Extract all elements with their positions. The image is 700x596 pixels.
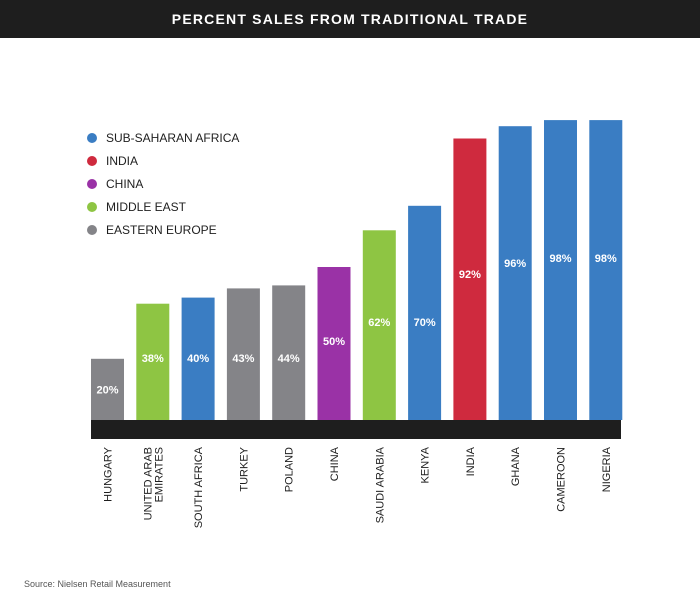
x-tick-label-turkey: TURKEY — [238, 446, 250, 491]
legend-label-china: CHINA — [106, 177, 143, 191]
x-tick-label-cameroon: CAMEROON — [556, 447, 568, 512]
bar-nigeria — [589, 120, 623, 420]
x-tick-label-ghana: GHANA — [510, 446, 522, 486]
bar-turkey — [226, 288, 260, 420]
bar-china — [317, 267, 351, 420]
x-axis-baseline — [91, 420, 621, 439]
legend-marker-china — [87, 179, 97, 189]
bar-kenya — [408, 205, 442, 420]
x-tick-label-kenya: KENYA — [420, 446, 432, 483]
data-label-hungary: 20% — [96, 384, 118, 396]
data-label-south-africa: 40% — [187, 353, 209, 365]
x-tick-label-south-africa: SOUTH AFRICA — [193, 446, 205, 528]
x-tick-label-china: CHINA — [329, 446, 341, 481]
data-label-china: 50% — [323, 336, 345, 348]
source-note: Source: Nielsen Retail Measurement — [24, 579, 171, 589]
bar-india — [453, 138, 487, 420]
bar-united-arab-emirates — [136, 303, 170, 420]
chart-title: PERCENT SALES FROM TRADITIONAL TRADE — [0, 0, 700, 38]
data-label-ghana: 96% — [504, 258, 526, 270]
x-tick-label-nigeria: NIGERIA — [601, 446, 613, 492]
legend-marker-india — [87, 156, 97, 166]
x-tick-label-saudi-arabia: SAUDI ARABIA — [374, 446, 386, 523]
bar-saudi-arabia — [362, 230, 396, 420]
legend-marker-sub-saharan-africa — [87, 133, 97, 143]
data-label-turkey: 43% — [232, 353, 254, 365]
x-tick-label-poland: POLAND — [284, 447, 296, 492]
legend-label-middle-east: MIDDLE EAST — [106, 200, 187, 214]
bar-cameroon — [544, 120, 577, 420]
data-label-poland: 44% — [278, 353, 300, 365]
x-tick-label-hungary: HUNGARY — [103, 446, 115, 501]
bar-south-africa — [181, 297, 215, 420]
bar-ghana — [498, 126, 532, 420]
bar-poland — [272, 285, 306, 420]
data-label-nigeria: 98% — [595, 253, 617, 265]
bar-hungary — [91, 358, 124, 420]
data-label-cameroon: 98% — [549, 253, 571, 265]
legend-marker-eastern-europe — [87, 225, 97, 235]
x-tick-label-united-arab-emirates: UNITED ARABEMIRATES — [142, 447, 165, 520]
x-tick-label-india: INDIA — [465, 446, 477, 476]
data-label-united-arab-emirates: 38% — [142, 353, 164, 365]
legend-label-sub-saharan-africa: SUB-SAHARAN AFRICA — [106, 131, 239, 145]
data-label-saudi-arabia: 62% — [368, 317, 390, 329]
legend-label-india: INDIA — [106, 154, 138, 168]
data-label-kenya: 70% — [414, 317, 436, 329]
legend-label-eastern-europe: EASTERN EUROPE — [106, 223, 217, 237]
data-label-india: 92% — [459, 269, 481, 281]
legend-marker-middle-east — [87, 202, 97, 212]
